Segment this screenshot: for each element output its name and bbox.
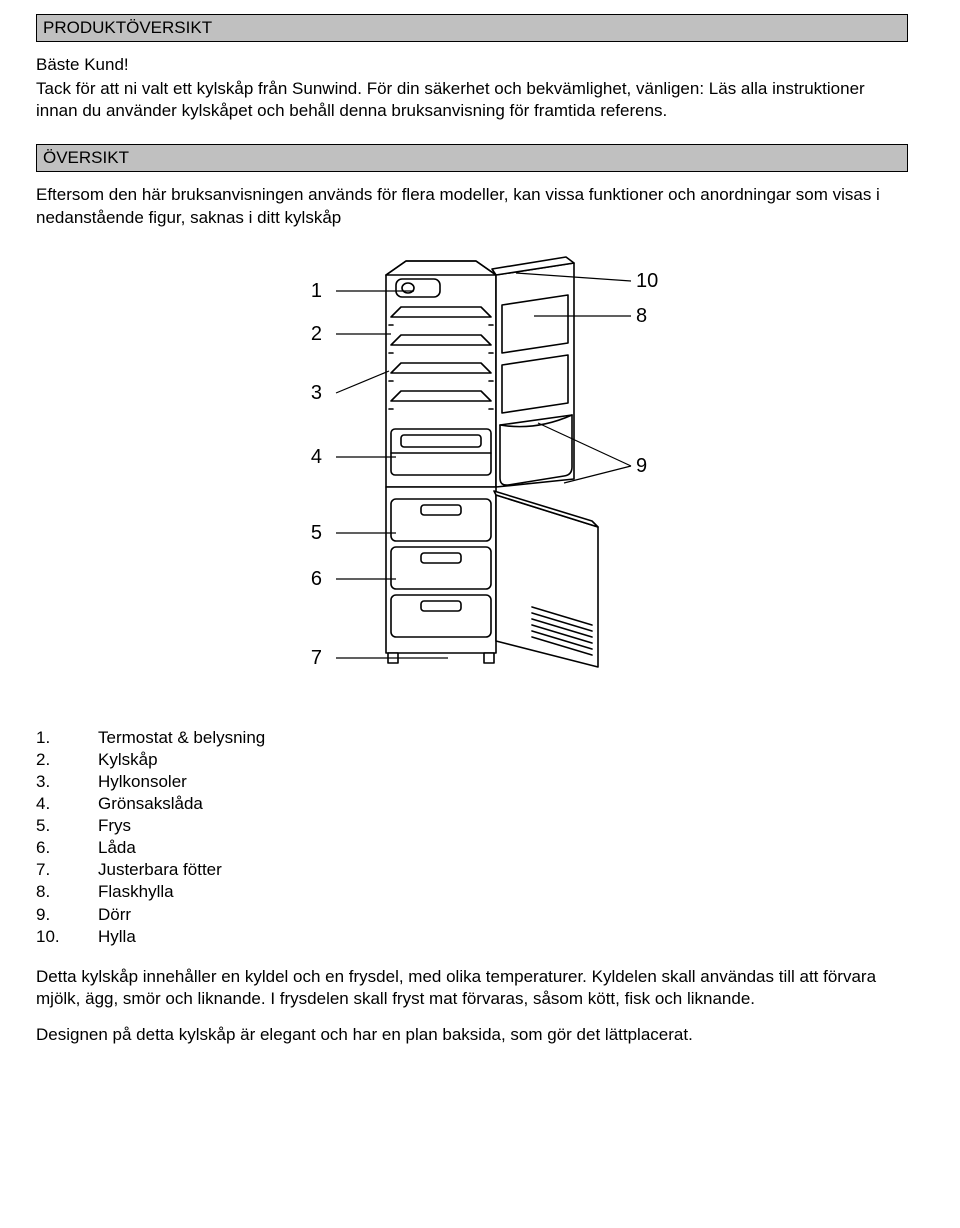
parts-item-label: Flaskhylla [98,881,174,903]
parts-item-label: Låda [98,837,136,859]
parts-list-item: 7.Justerbara fötter [36,859,908,881]
svg-text:6: 6 [311,568,322,590]
parts-item-label: Dörr [98,904,131,926]
intro-paragraph: Tack för att ni valt ett kylskåp från Su… [36,78,908,122]
svg-text:5: 5 [311,522,322,544]
parts-item-number: 5. [36,815,98,837]
parts-list: 1.Termostat & belysning2.Kylskåp3.Hylkon… [36,727,908,948]
overview-paragraph: Eftersom den här bruksanvisningen använd… [36,184,908,228]
parts-item-number: 9. [36,904,98,926]
svg-text:8: 8 [636,305,647,327]
parts-item-number: 6. [36,837,98,859]
parts-item-number: 2. [36,749,98,771]
fridge-diagram: 1 2 3 4 5 6 7 10 8 9 [36,247,908,689]
parts-item-label: Kylskåp [98,749,158,771]
svg-text:1: 1 [311,280,322,302]
parts-list-item: 3.Hylkonsoler [36,771,908,793]
parts-list-item: 8.Flaskhylla [36,881,908,903]
parts-item-number: 1. [36,727,98,749]
svg-text:3: 3 [311,382,322,404]
parts-item-label: Hylla [98,926,136,948]
parts-list-item: 2.Kylskåp [36,749,908,771]
parts-list-item: 9.Dörr [36,904,908,926]
parts-item-label: Justerbara fötter [98,859,222,881]
parts-item-label: Grönsakslåda [98,793,203,815]
closing-paragraph: Detta kylskåp innehåller en kyldel och e… [36,966,908,1010]
svg-text:2: 2 [311,323,322,345]
svg-text:7: 7 [311,647,322,669]
svg-text:10: 10 [636,270,658,292]
section-header-oversikt: ÖVERSIKT [36,144,908,172]
parts-list-item: 10.Hylla [36,926,908,948]
svg-text:9: 9 [636,455,647,477]
parts-item-number: 8. [36,881,98,903]
parts-list-item: 4.Grönsakslåda [36,793,908,815]
section-header-produktoversikt: PRODUKTÖVERSIKT [36,14,908,42]
parts-list-item: 6.Låda [36,837,908,859]
parts-item-number: 7. [36,859,98,881]
parts-item-label: Hylkonsoler [98,771,187,793]
parts-item-label: Frys [98,815,131,837]
parts-list-item: 1.Termostat & belysning [36,727,908,749]
design-paragraph: Designen på detta kylskåp är elegant och… [36,1024,908,1046]
parts-item-label: Termostat & belysning [98,727,265,749]
parts-item-number: 10. [36,926,98,948]
parts-item-number: 4. [36,793,98,815]
greeting-text: Bäste Kund! [36,54,908,76]
parts-list-item: 5.Frys [36,815,908,837]
svg-text:4: 4 [311,446,322,468]
parts-item-number: 3. [36,771,98,793]
